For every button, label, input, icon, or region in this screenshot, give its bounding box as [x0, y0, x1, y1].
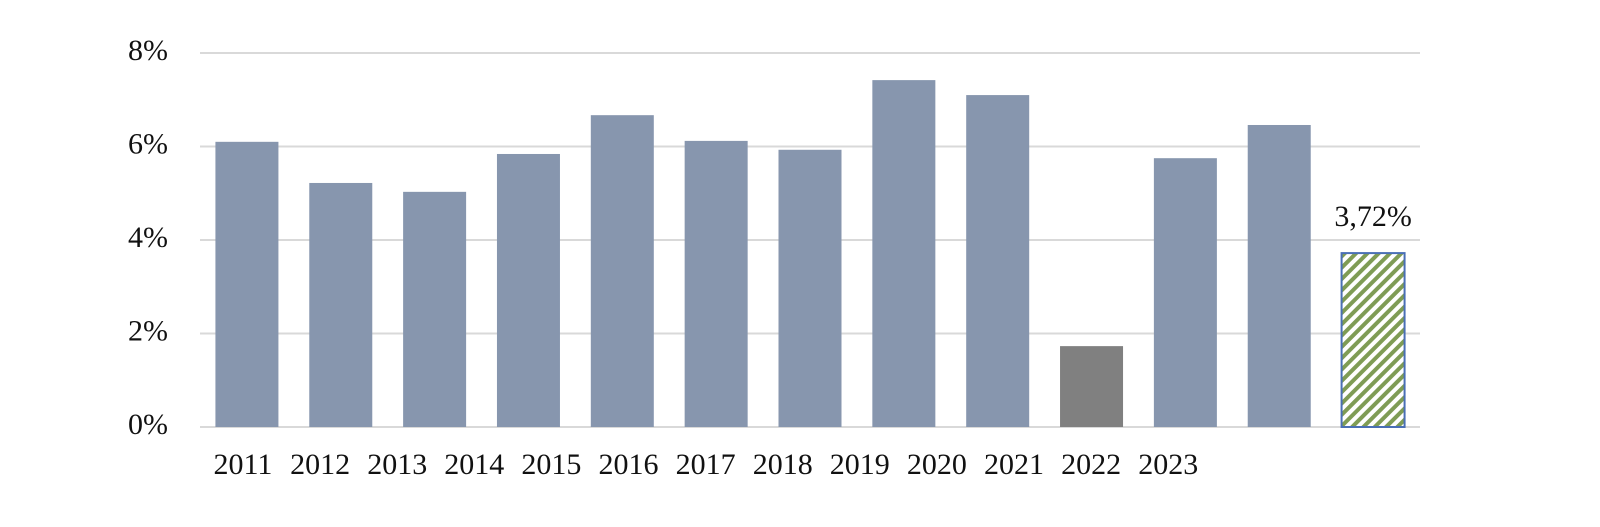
y-tick-label: 4%: [128, 221, 168, 254]
x-tick-label: 2015: [521, 448, 581, 481]
bar: [1340, 252, 1406, 428]
x-tick-label: 2021: [984, 448, 1044, 481]
x-tick-label: 2018: [753, 448, 813, 481]
bar: [872, 80, 936, 428]
bar: [309, 182, 373, 427]
x-tick-label: 2012: [290, 448, 350, 481]
x-tick-label: 2017: [676, 448, 736, 481]
bar: [215, 141, 279, 427]
bar: [1247, 124, 1311, 428]
x-tick-label: 2023: [1138, 448, 1198, 481]
bar: [1153, 158, 1217, 427]
x-tick-label: 2020: [907, 448, 967, 481]
bar: [1060, 346, 1124, 427]
bar: [403, 191, 467, 427]
y-tick-label: 8%: [128, 34, 168, 67]
x-tick-label: 2019: [830, 448, 890, 481]
bar: [496, 153, 560, 428]
y-tick-label: 2%: [128, 314, 168, 347]
x-tick-label: 2014: [444, 448, 504, 481]
x-tick-label: 2013: [367, 448, 427, 481]
bar: [684, 140, 748, 427]
bar: [966, 95, 1030, 427]
x-tick-label: 2022: [1061, 448, 1121, 481]
bar: [778, 149, 842, 427]
y-tick-label: 6%: [128, 127, 168, 160]
x-tick-label: 2011: [214, 448, 273, 481]
y-tick-label: 0%: [128, 408, 168, 441]
bar: [590, 115, 654, 428]
data-label: 3,72%: [1334, 200, 1412, 233]
x-tick-label: 2016: [599, 448, 659, 481]
